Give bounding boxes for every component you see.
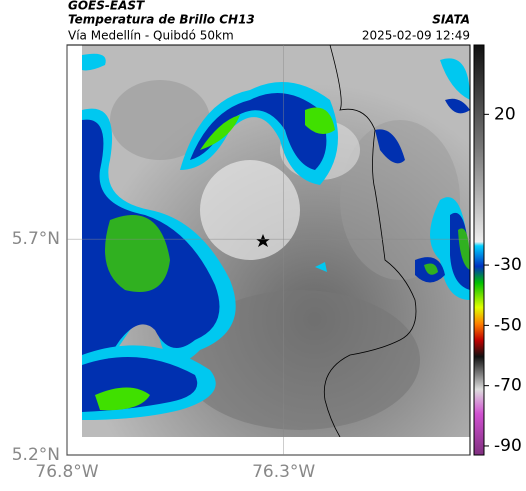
- colorbar-tick-label: -90: [494, 436, 522, 456]
- colorbar-tick-label: -30: [494, 255, 522, 275]
- colorbar-tick-label: 20: [494, 104, 516, 124]
- y-tick-label: 5.2°N: [12, 445, 60, 465]
- satellite: GOES-EAST: [68, 0, 145, 13]
- subtitle: Vía Medellín - Quibdó 50km: [68, 29, 234, 43]
- satellite-image: [82, 45, 470, 437]
- source: SIATA: [432, 13, 470, 27]
- y-tick-label: 5.7°N: [12, 229, 60, 249]
- x-tick-label: 76.8°W: [35, 462, 98, 482]
- colorbar: [473, 44, 485, 456]
- colorbar-tick-label: -50: [494, 315, 522, 335]
- x-tick-label: 76.3°W: [252, 462, 315, 482]
- title: Temperatura de Brillo CH13: [68, 13, 255, 27]
- location-marker: [256, 234, 270, 247]
- datetime: 2025-02-09 12:49: [362, 29, 470, 43]
- colorbar-tick-label: -70: [494, 376, 522, 396]
